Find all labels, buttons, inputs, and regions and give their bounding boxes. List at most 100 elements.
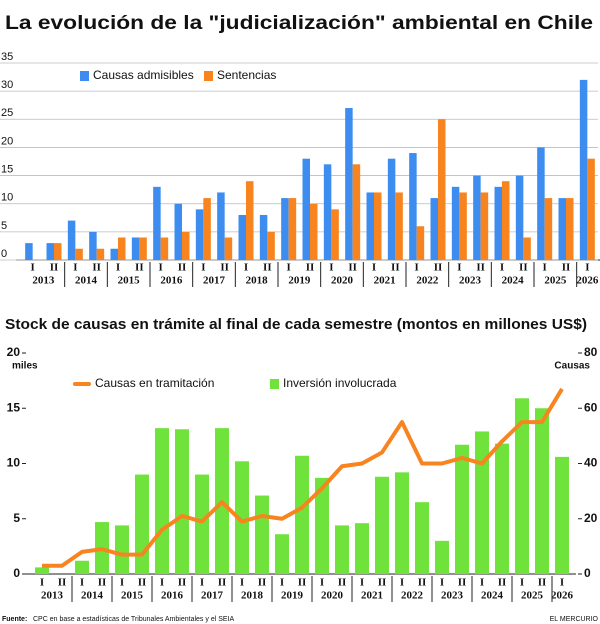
x-tick-label: II <box>519 262 528 274</box>
bar <box>155 428 169 574</box>
y-tick-label: 25 <box>1 107 13 119</box>
bar <box>515 398 529 574</box>
x-tick-label: II <box>434 262 443 274</box>
x-tick-label: I <box>80 577 84 589</box>
x-tick-label: I <box>116 262 120 274</box>
x-tick-label: I <box>560 577 564 589</box>
year-label: 2013 <box>41 590 64 602</box>
bar <box>259 214 268 260</box>
bar <box>310 203 318 260</box>
x-tick-label: I <box>31 262 35 274</box>
year-label: 2014 <box>81 590 104 602</box>
year-label: 2026 <box>551 590 574 602</box>
year-label: 2023 <box>441 590 464 602</box>
x-tick-label: I <box>280 577 284 589</box>
x-tick-label: I <box>329 262 333 274</box>
bar <box>430 198 438 260</box>
y-tick-label: 15 <box>1 163 13 175</box>
bar <box>235 461 249 574</box>
x-tick-label: II <box>538 577 547 589</box>
y2-tick-label: 80 <box>584 345 598 359</box>
bar <box>139 237 147 260</box>
bar <box>25 243 33 260</box>
bar <box>195 209 204 260</box>
bar <box>118 237 126 260</box>
bar <box>131 237 140 260</box>
bar <box>494 186 502 260</box>
y-tick-label: 30 <box>1 79 13 91</box>
bar <box>288 198 297 260</box>
year-label: 2019 <box>281 590 304 602</box>
bar <box>455 444 469 574</box>
x-tick-label: I <box>543 262 547 274</box>
y-tick-label: 20 <box>7 345 21 359</box>
y-tick-label: 35 <box>1 51 13 63</box>
x-tick-label: II <box>135 262 144 274</box>
legend-label: Sentencias <box>217 68 276 82</box>
legend-label: Causas admisibles <box>93 68 194 82</box>
chart-title: Stock de causas en trámite al final de c… <box>5 316 587 333</box>
bar <box>395 472 409 574</box>
x-tick-label: II <box>298 577 307 589</box>
bar <box>355 523 369 574</box>
y2-axis-label: Causas <box>554 361 590 372</box>
x-tick-label: I <box>200 577 204 589</box>
x-tick-label: II <box>458 577 467 589</box>
bar <box>54 243 62 260</box>
year-label: 2021 <box>361 590 383 602</box>
year-label: 2013 <box>32 275 55 287</box>
bar <box>96 248 105 260</box>
x-tick-label: II <box>218 577 227 589</box>
bar <box>323 164 332 260</box>
year-label: 2017 <box>203 275 226 287</box>
x-tick-label: II <box>562 262 571 274</box>
bar <box>438 119 446 261</box>
x-tick-label: I <box>480 577 484 589</box>
y-tick-label: 15 <box>7 400 21 414</box>
bar <box>451 186 460 260</box>
y-tick-label: 5 <box>13 511 20 525</box>
bar <box>537 147 545 260</box>
legend-swatch <box>270 379 279 389</box>
year-label: 2017 <box>201 590 224 602</box>
bar <box>246 181 254 260</box>
x-tick-label: I <box>159 262 163 274</box>
y2-tick-label: 40 <box>584 456 598 470</box>
x-tick-label: II <box>50 262 59 274</box>
bar <box>535 408 549 574</box>
bar <box>89 231 97 260</box>
x-tick-label: II <box>378 577 387 589</box>
x-tick-label: I <box>244 262 248 274</box>
bar <box>473 175 481 260</box>
bar <box>75 560 89 574</box>
x-tick-label: II <box>98 577 107 589</box>
x-tick-label: I <box>320 577 324 589</box>
bar <box>67 220 76 260</box>
bar <box>366 192 374 260</box>
x-tick-label: II <box>138 577 147 589</box>
year-label: 2015 <box>121 590 144 602</box>
bar <box>558 198 566 260</box>
x-tick-label: I <box>360 577 364 589</box>
chart-title: La evolución de la "judicialización" amb… <box>5 13 593 34</box>
y-tick-label: 20 <box>1 135 13 147</box>
bar <box>110 248 118 260</box>
year-label: 2022 <box>401 590 424 602</box>
bar <box>375 476 389 574</box>
x-tick-label: I <box>120 577 124 589</box>
x-tick-label: I <box>372 262 376 274</box>
bar <box>315 477 329 574</box>
bar <box>35 567 49 574</box>
year-label: 2025 <box>544 275 567 287</box>
y-tick-label: 10 <box>7 456 21 470</box>
x-tick-label: II <box>258 577 267 589</box>
y2-tick-label: 60 <box>584 400 598 414</box>
x-tick-label: II <box>263 262 272 274</box>
legend-label: Inversión involucrada <box>283 376 397 390</box>
x-tick-label: II <box>306 262 315 274</box>
bar <box>587 158 595 260</box>
bar <box>566 198 574 260</box>
credit: EL MERCURIO <box>550 616 599 623</box>
bar <box>302 158 310 260</box>
x-tick-label: I <box>240 577 244 589</box>
